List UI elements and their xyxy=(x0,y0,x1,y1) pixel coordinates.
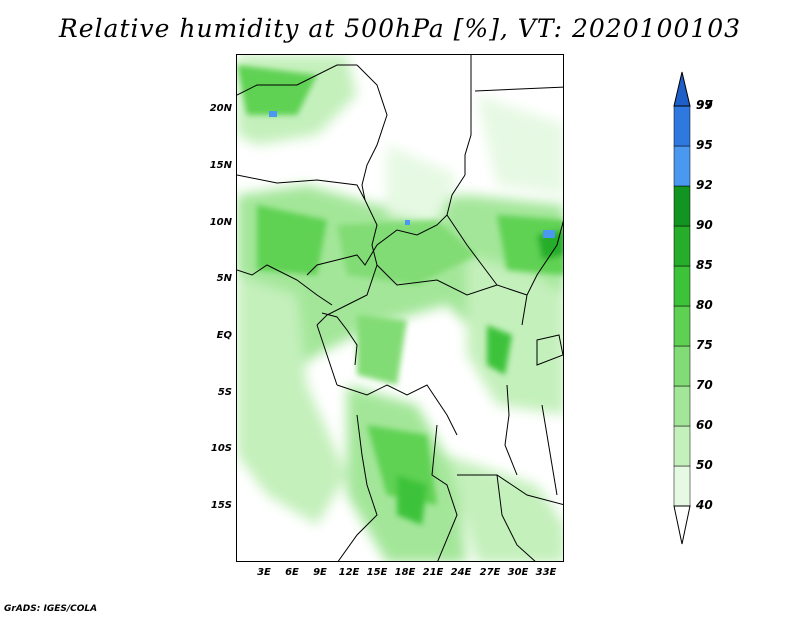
colorbar-label: 95 xyxy=(696,138,713,152)
colorbar-label: 85 xyxy=(696,258,713,272)
colorbar-label: 70 xyxy=(696,378,713,392)
lon-label: 27E xyxy=(479,567,501,578)
map-title: Relative humidity at 500hPa [%], VT: 202… xyxy=(58,14,742,43)
lon-label: 30E xyxy=(507,567,529,578)
colorbar-label: 90 xyxy=(696,218,713,232)
lon-label: 3E xyxy=(257,567,271,578)
colorbar-swatch xyxy=(673,225,691,267)
lon-label: 18E xyxy=(394,567,416,578)
colorbar-swatch xyxy=(673,105,691,147)
colorbar-swatch xyxy=(673,305,691,347)
colorbar-label: 97 xyxy=(696,98,713,112)
colorbar-label: 92 xyxy=(696,178,713,192)
map-panel xyxy=(236,54,564,562)
colorbar-bottom-arrow xyxy=(673,505,691,545)
colorbar-swatch xyxy=(673,465,691,507)
lat-label: EQ xyxy=(216,330,232,341)
lon-label: 15E xyxy=(366,567,388,578)
lat-label: 15S xyxy=(210,500,232,511)
colorbar-label: 50 xyxy=(696,458,713,472)
lat-label: 10S xyxy=(210,443,232,454)
lat-label: 15N xyxy=(209,160,232,171)
colorbar-top-arrow xyxy=(673,71,691,107)
colorbar-legend xyxy=(673,71,691,545)
colorbar-swatch xyxy=(673,145,691,187)
colorbar-label: 80 xyxy=(696,298,713,312)
colorbar-label: 60 xyxy=(696,418,713,432)
colorbar-swatch xyxy=(673,425,691,467)
humidity-field xyxy=(237,55,563,561)
lat-label: 10N xyxy=(209,217,232,228)
colorbar-label: 99 xyxy=(696,98,713,112)
colorbar-label: 40 xyxy=(696,498,713,512)
lat-label: 5N xyxy=(216,273,232,284)
colorbar-swatch xyxy=(673,345,691,387)
lon-label: 6E xyxy=(285,567,299,578)
colorbar-swatch xyxy=(673,185,691,227)
lat-label: 20N xyxy=(209,103,232,114)
colorbar-swatch xyxy=(673,385,691,427)
lon-label: 9E xyxy=(313,567,327,578)
lon-label: 21E xyxy=(422,567,444,578)
lon-label: 33E xyxy=(535,567,557,578)
grads-credit: GrADS: IGES/COLA xyxy=(4,604,98,614)
lat-label: 5S xyxy=(217,387,232,398)
colorbar-swatch xyxy=(673,265,691,307)
colorbar-label: 75 xyxy=(696,338,713,352)
lon-label: 12E xyxy=(338,567,360,578)
lon-label: 24E xyxy=(450,567,472,578)
